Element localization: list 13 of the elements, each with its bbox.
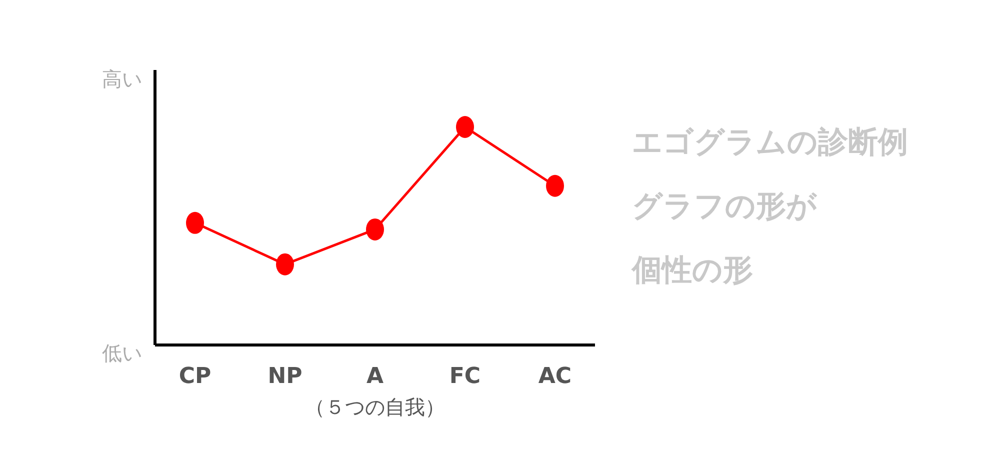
point bbox=[366, 218, 384, 240]
x-tick-label: AC bbox=[538, 364, 572, 389]
text: 高い bbox=[102, 67, 142, 91]
point bbox=[276, 253, 294, 276]
x-tick-label: CP bbox=[178, 364, 212, 389]
x-tick-label: A bbox=[366, 364, 384, 389]
text: 低い bbox=[102, 341, 142, 365]
point bbox=[456, 116, 474, 138]
point bbox=[546, 174, 564, 197]
x-axis-title: （５つの自我） bbox=[305, 395, 445, 419]
x-tick-label: NP bbox=[268, 364, 302, 389]
point bbox=[186, 212, 204, 234]
x-tick-label: FC bbox=[449, 364, 481, 389]
